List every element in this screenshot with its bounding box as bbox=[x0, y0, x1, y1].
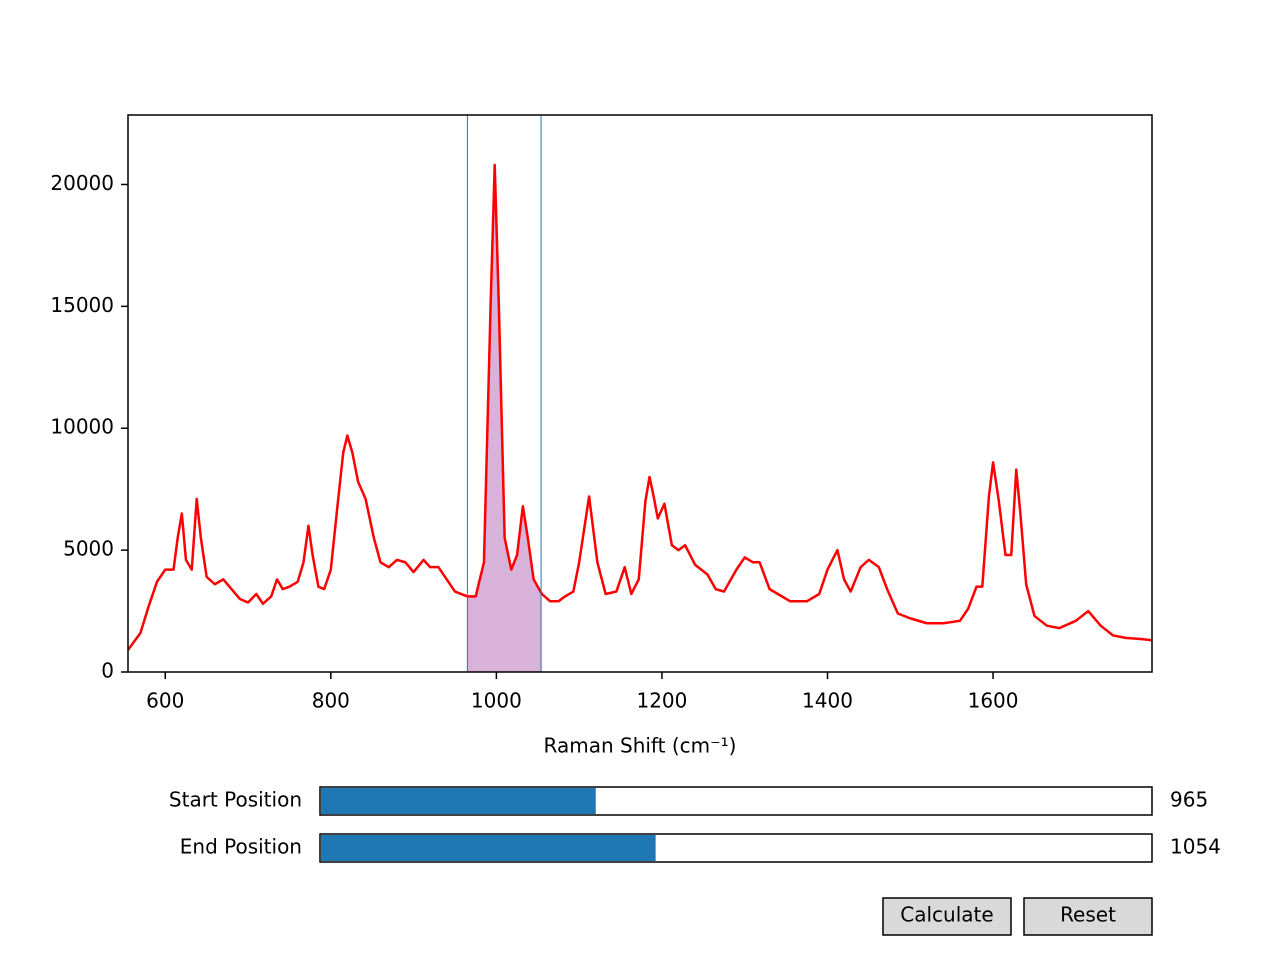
button[interactable] bbox=[1023, 897, 1153, 936]
x-tick-label: 1000 bbox=[471, 689, 522, 713]
selected-area bbox=[467, 164, 542, 672]
x-tick-label: 600 bbox=[146, 689, 184, 713]
slider-value: 965 bbox=[1170, 788, 1208, 812]
spectrum-line bbox=[128, 163, 1152, 651]
x-tick-label: 1400 bbox=[802, 689, 853, 713]
slider-label: End Position bbox=[180, 835, 302, 859]
x-axis-label: Raman Shift (cm⁻¹) bbox=[544, 734, 737, 758]
slider-fill[interactable] bbox=[321, 835, 656, 861]
x-tick-label: 800 bbox=[312, 689, 350, 713]
slider-label: Start Position bbox=[169, 788, 302, 812]
axes-frame bbox=[127, 114, 1153, 673]
slider-value: 1054 bbox=[1170, 835, 1221, 859]
x-tick-label: 1600 bbox=[968, 689, 1019, 713]
slider-fill[interactable] bbox=[321, 788, 596, 814]
y-tick-label: 0 bbox=[101, 659, 114, 683]
button[interactable] bbox=[882, 897, 1012, 936]
x-tick-label: 1200 bbox=[636, 689, 687, 713]
y-tick-label: 10000 bbox=[50, 415, 114, 439]
y-tick-label: 15000 bbox=[50, 293, 114, 317]
button-label[interactable]: Reset bbox=[1060, 903, 1116, 927]
button-label[interactable]: Calculate bbox=[900, 903, 993, 927]
y-tick-label: 5000 bbox=[63, 537, 114, 561]
y-tick-label: 20000 bbox=[50, 171, 114, 195]
plot-area bbox=[128, 115, 1152, 672]
